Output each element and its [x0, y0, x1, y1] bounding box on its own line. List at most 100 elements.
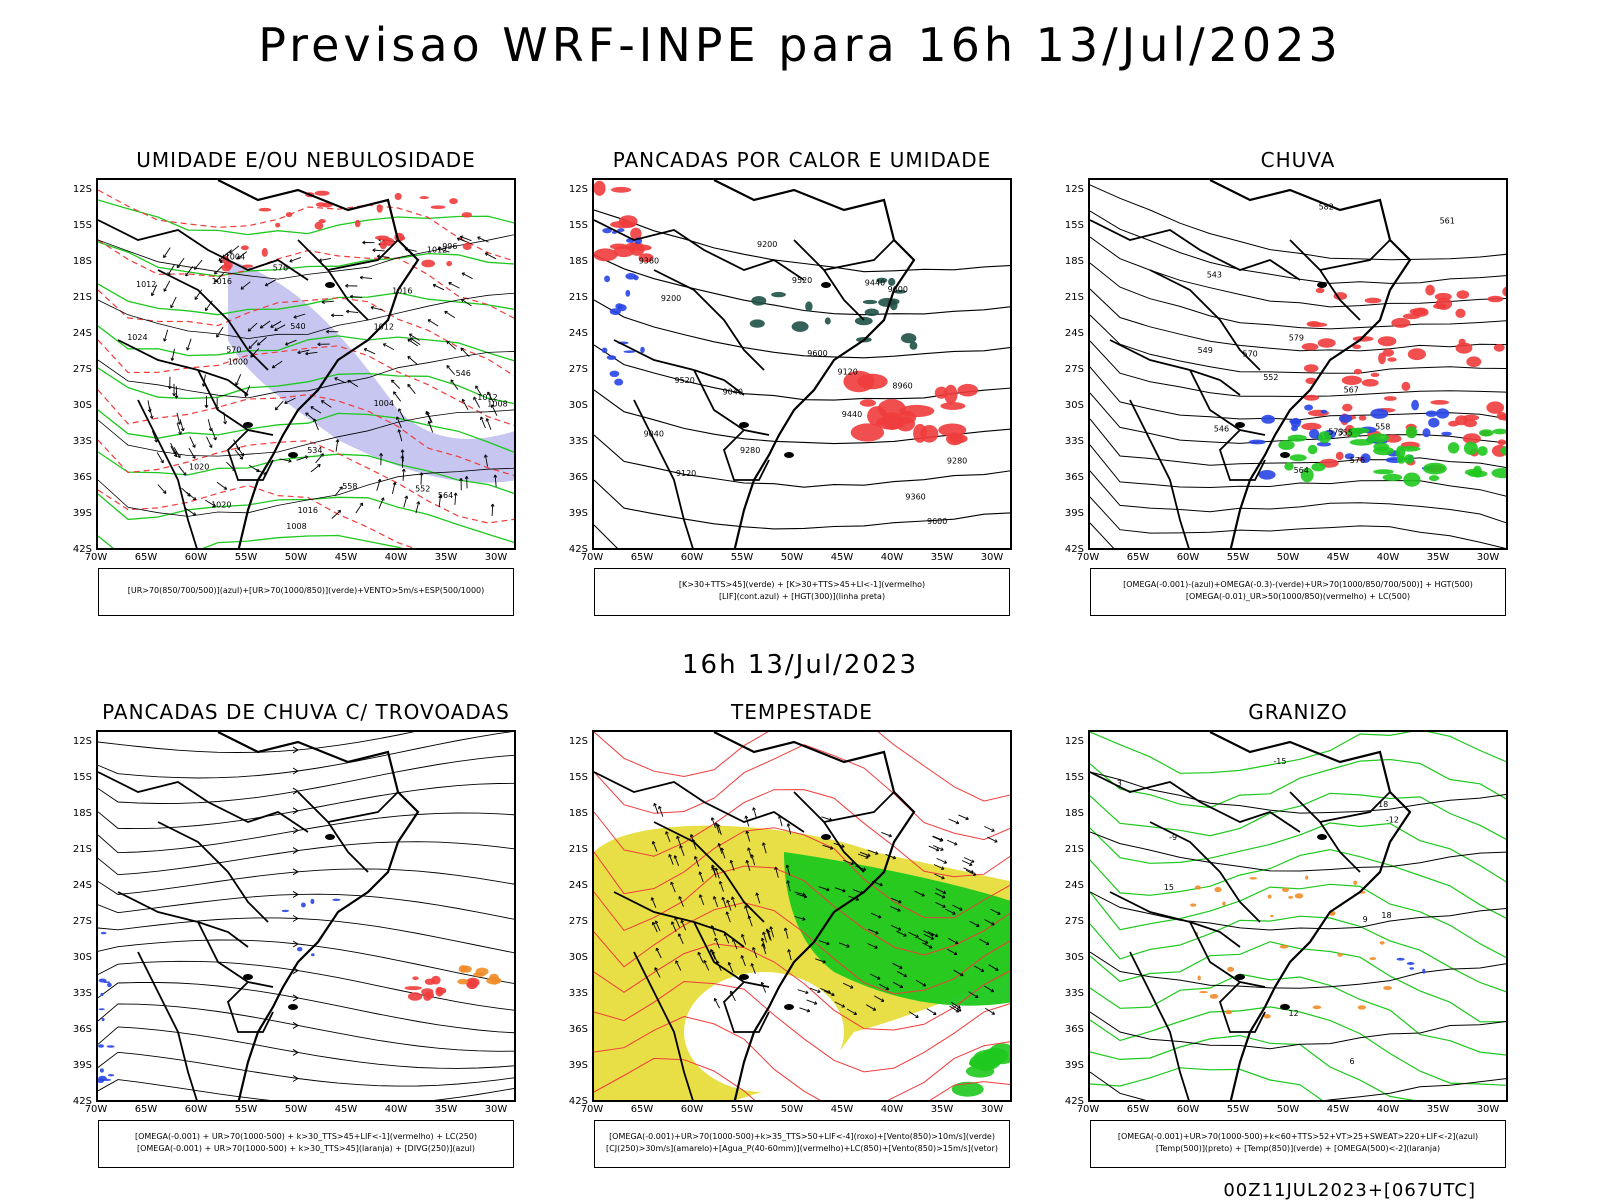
humidity-patch	[262, 248, 268, 257]
omega-patch-orange	[1227, 967, 1234, 972]
streamline	[98, 894, 516, 920]
lat-tick-label: 18S	[552, 808, 588, 819]
legend-line: [Temp(500)](preto) + [Temp(850)](verde) …	[1091, 1143, 1505, 1155]
lake	[325, 834, 335, 840]
wind-vector	[364, 349, 375, 354]
convective-patch-teal	[751, 296, 766, 306]
lat-tick-label: 27S	[56, 916, 92, 927]
convective-patch-teal	[910, 342, 918, 350]
lat-tick-label: 12S	[56, 184, 92, 195]
rain-patch-green	[1479, 429, 1494, 436]
map-plot	[594, 732, 1012, 1102]
lc850-contour	[594, 745, 1012, 840]
lif-contour-blue	[618, 304, 627, 311]
wind-vector	[408, 384, 416, 393]
lat-tick-label: 36S	[1048, 1024, 1084, 1035]
contour-label: 9280	[740, 446, 760, 455]
lon-tick-label: 35W	[1418, 1104, 1458, 1115]
lake	[1280, 1004, 1290, 1010]
panel-legend: [UR>70(850/700/500)](azul)+[UR>70(1000/8…	[98, 568, 514, 616]
rain-patch-green	[1448, 442, 1459, 453]
lon-tick-label: 60W	[1168, 552, 1208, 563]
lon-tick-label: 65W	[1118, 552, 1158, 563]
lat-tick-label: 21S	[1048, 844, 1084, 855]
rain-patch-green	[1464, 442, 1478, 455]
lon-tick-label: 55W	[226, 552, 266, 563]
rain-patch-red	[1408, 348, 1426, 360]
legend-line: [OMEGA(-0.001)-(azul)+OMEGA(-0.3)-(verde…	[1091, 579, 1505, 591]
rain-patch-red	[1425, 285, 1435, 296]
legend-line: [OMEGA(-0.001) + UR>70(1000-500) + k>30_…	[99, 1143, 513, 1155]
contour-label: 1012	[136, 280, 156, 289]
lake	[288, 452, 298, 458]
contour-label: 996	[442, 242, 457, 251]
lif-contour-blue	[625, 290, 630, 297]
convective-patch-teal	[771, 292, 786, 297]
lon-tick-label: 65W	[1118, 1104, 1158, 1115]
contour-label: 549	[1198, 346, 1213, 355]
contour-label: 1020	[189, 463, 209, 472]
streamline	[98, 1080, 516, 1102]
contour-label: 1016	[298, 506, 318, 515]
map-plot	[98, 732, 516, 1102]
rain-patch-red	[1342, 376, 1362, 385]
omega-patch-orange	[1249, 877, 1257, 880]
lat-tick-label: 39S	[56, 1060, 92, 1071]
convective-patch-teal	[863, 300, 877, 304]
wind-vector	[195, 260, 203, 269]
lake	[739, 974, 749, 980]
lon-tick-label: 70W	[76, 552, 116, 563]
convective-patch-red	[913, 424, 927, 443]
wind-vector	[408, 339, 418, 346]
omega-patch-orange	[1190, 903, 1196, 906]
lon-tick-label: 55W	[226, 1104, 266, 1115]
lat-tick-label: 15S	[552, 772, 588, 783]
contour-label: 564	[438, 491, 453, 500]
lake	[1280, 452, 1290, 458]
lat-tick-label: 33S	[56, 436, 92, 447]
omega-patch-orange	[1199, 991, 1208, 993]
temp850-contour	[1090, 732, 1508, 777]
contour-label: 555	[1338, 429, 1353, 438]
lake	[739, 422, 749, 428]
lake	[821, 834, 831, 840]
contour-label: 15	[1164, 883, 1174, 892]
thunder-patch-red	[435, 987, 443, 997]
political-boundary	[824, 792, 894, 822]
temp850-contour	[1090, 760, 1508, 822]
lon-tick-label: 50W	[772, 1104, 812, 1115]
political-boundary	[1290, 792, 1360, 872]
lc850-contour	[594, 732, 1012, 801]
lon-tick-label: 70W	[76, 1104, 116, 1115]
wind-vector	[164, 281, 170, 292]
streamline	[98, 783, 516, 828]
humidity-patch	[462, 212, 472, 217]
political-boundary	[138, 952, 198, 1102]
lat-tick-label: 18S	[56, 256, 92, 267]
wind-vector	[421, 473, 422, 485]
hgt500-contour	[1090, 471, 1508, 533]
lat-tick-label: 33S	[552, 436, 588, 447]
contour-label: 9120	[676, 469, 696, 478]
humidity-patch	[395, 193, 402, 200]
lake	[243, 974, 253, 980]
lon-tick-label: 30W	[972, 1104, 1012, 1115]
rain-patch-red	[1494, 344, 1505, 352]
lat-tick-label: 15S	[552, 220, 588, 231]
contour-label: 9520	[792, 276, 812, 285]
lon-tick-label: 50W	[772, 552, 812, 563]
rain-patch-blue	[1261, 415, 1275, 424]
omega-patch-orange	[1264, 1014, 1271, 1019]
lat-tick-label: 18S	[552, 256, 588, 267]
lon-tick-label: 40W	[376, 552, 416, 563]
humidity-patch	[463, 243, 472, 250]
run-info: 00Z11JUL2023+[067UTC]	[1223, 1180, 1476, 1201]
lon-tick-label: 55W	[722, 552, 762, 563]
green-humidity-contour	[98, 536, 516, 551]
contour-label: 579	[1289, 333, 1304, 342]
lon-tick-label: 60W	[176, 552, 216, 563]
lon-tick-label: 35W	[426, 1104, 466, 1115]
